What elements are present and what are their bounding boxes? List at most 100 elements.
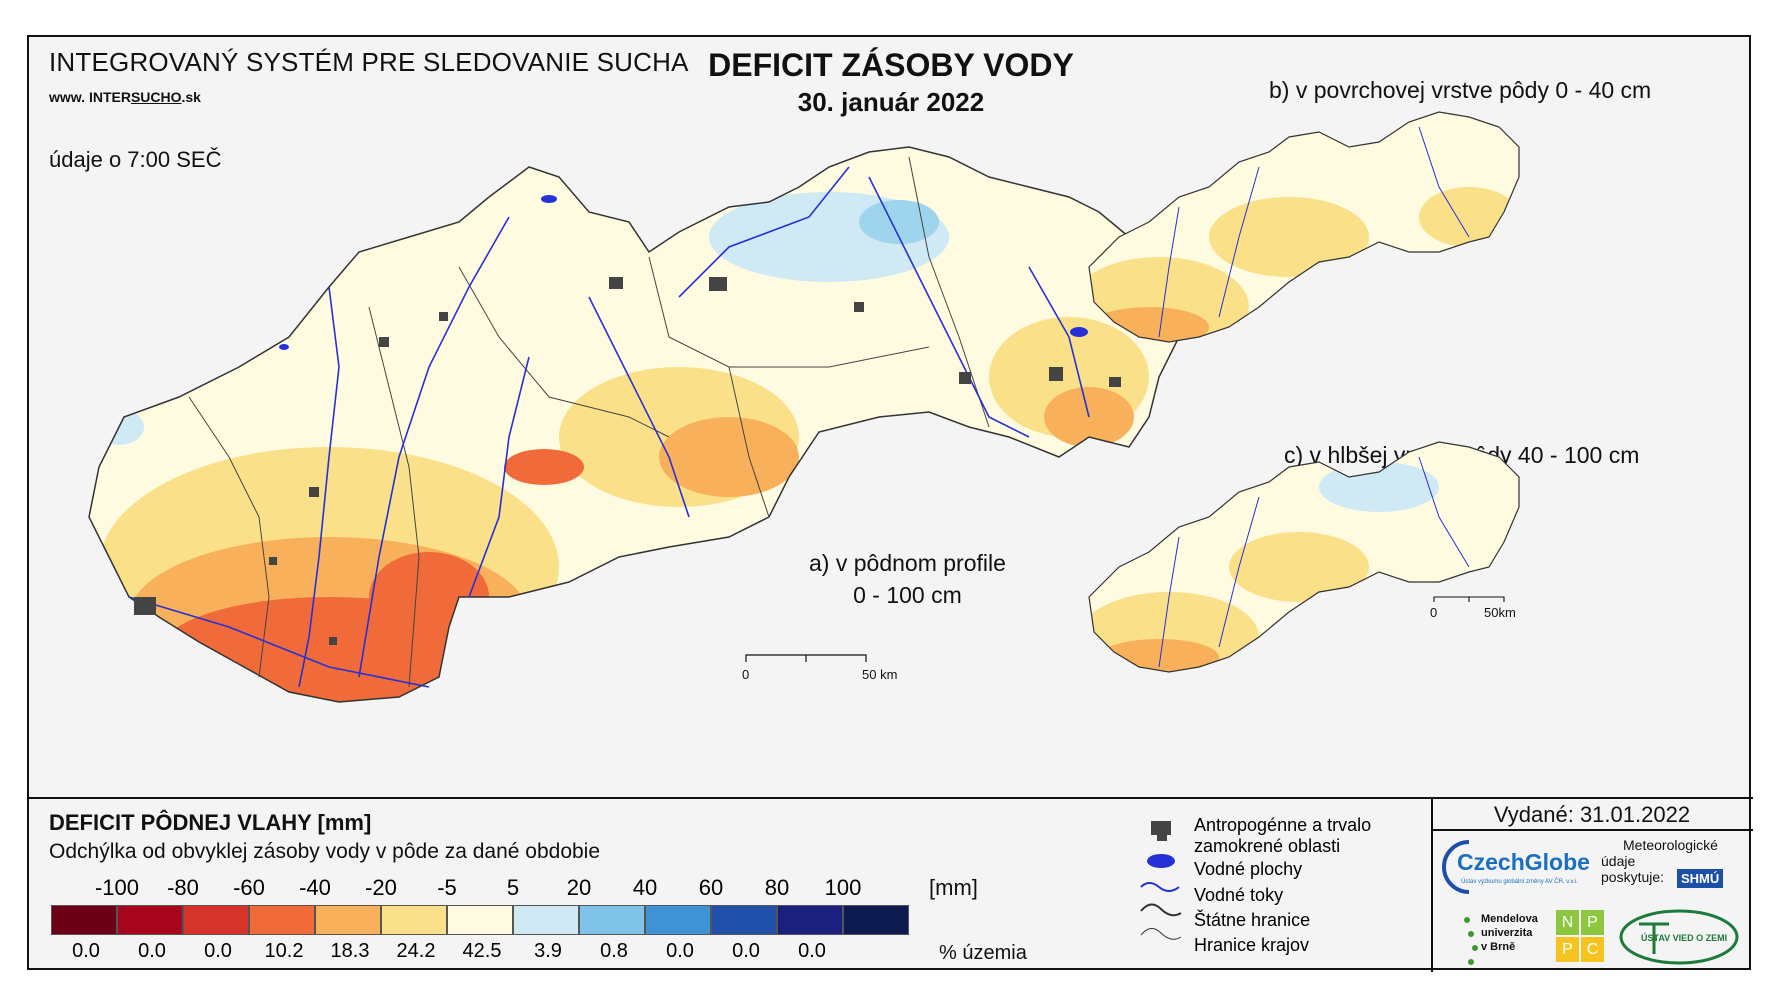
legend-percentage: 24.2 xyxy=(396,940,436,962)
met-line3: poskytuje: xyxy=(1601,869,1665,885)
legend-percentage: 18.3 xyxy=(330,940,370,962)
legend-percentage: 0.0 xyxy=(72,940,100,962)
rivers xyxy=(128,166,1090,688)
issued-underline xyxy=(1431,829,1753,831)
legend-percentage: 0.0 xyxy=(666,940,694,962)
uvz-logo: ÚSTAV VIED O ZEMI xyxy=(1619,909,1744,965)
legend-unit: [mm] xyxy=(929,875,978,900)
legend-tick: 20 xyxy=(566,875,592,900)
maps-svg xyxy=(88,111,1520,703)
panel-b-label: b) v povrchovej vrstve pôdy 0 - 40 cm xyxy=(1269,77,1652,103)
site-mid: INTER xyxy=(88,89,131,105)
legend-swatch xyxy=(249,905,315,935)
met-line2: údaje xyxy=(1601,853,1636,869)
legend-swatch xyxy=(843,905,909,935)
region-border-symbol xyxy=(1140,928,1182,940)
legend-swatch xyxy=(51,905,117,935)
nppc-p2: P xyxy=(1556,937,1579,962)
legend-anthropogenic-line2: zamokrené oblasti xyxy=(1194,836,1341,856)
mendel-text: Mendelova univerzita v Brně xyxy=(1481,912,1538,954)
mendel-dots-icon xyxy=(1464,917,1478,965)
map-frame: INTEGROVANÝ SYSTÉM PRE SLEDOVANIE SUCHA … xyxy=(27,35,1753,972)
legend-state-borders: Štátne hranice xyxy=(1194,910,1311,930)
map-date: 30. január 2022 xyxy=(797,87,985,117)
czechglobe-arc-icon xyxy=(1442,840,1470,894)
legend-tick: 40 xyxy=(632,875,658,900)
legend-tick: 80 xyxy=(764,875,790,900)
legend-anthropogenic-line1: Antropogénne a trvalo xyxy=(1194,815,1372,835)
czechglobe-logo: CzechGlobe Ústav výzkumu globální změny … xyxy=(1439,837,1594,907)
region-borders xyxy=(188,156,990,688)
panel-a-line2: 0 - 100 cm xyxy=(853,582,962,608)
water-bodies xyxy=(279,195,1088,350)
small-scale-zero: 0 xyxy=(1430,605,1438,620)
main-scale-max: 50 km xyxy=(862,667,898,682)
legend-swatch xyxy=(777,905,843,935)
legend-region-borders: Hranice krajov xyxy=(1194,935,1310,955)
panel-a-line1: a) v pôdnom profile xyxy=(809,550,1006,576)
legend-percentage: 0.0 xyxy=(798,940,826,962)
mendel-line3: v Brně xyxy=(1481,941,1516,953)
small-scale-max: 50km xyxy=(1484,605,1516,620)
legend-tick: -5 xyxy=(437,875,457,900)
map-legend-symbols xyxy=(1140,821,1182,940)
legend-title: DEFICIT PÔDNEJ VLAHY [mm] xyxy=(49,810,372,835)
anthropogenic-symbol xyxy=(1151,821,1171,841)
legend-percentage: 0.0 xyxy=(138,940,166,962)
legend-tick: -80 xyxy=(167,875,199,900)
legend-anthropogenic: Antropogénne a trvalo zamokrené oblasti xyxy=(1194,815,1371,857)
legend-percentage: 0.0 xyxy=(732,940,760,962)
river-symbol xyxy=(1140,882,1180,892)
legend-tick: -60 xyxy=(233,875,265,900)
legend-swatch xyxy=(645,905,711,935)
legend-percentage: 3.9 xyxy=(534,940,562,962)
legend-swatch xyxy=(711,905,777,935)
legend-swatch xyxy=(183,905,249,935)
legend-swatch xyxy=(579,905,645,935)
site-underlined: SUCHO xyxy=(130,89,182,105)
mendel-logo: Mendelova univerzita v Brně xyxy=(1459,912,1549,967)
panel-c-rivers xyxy=(1158,456,1470,668)
main-scale-zero: 0 xyxy=(742,667,750,682)
legend-tick: -100 xyxy=(94,875,140,900)
water-body-symbol xyxy=(1147,854,1175,868)
main-map xyxy=(88,146,1211,703)
legend-tick: 100 xyxy=(824,875,862,900)
panel-b-map xyxy=(1088,111,1520,343)
legend-swatch xyxy=(513,905,579,935)
legend-subtitle: Odchýlka od obvyklej zásoby vody v pôde … xyxy=(49,840,601,863)
legend-rivers: Vodné toky xyxy=(1194,885,1284,905)
nppc-c: C xyxy=(1581,937,1604,962)
panel-a-label: a) v pôdnom profile 0 - 100 cm xyxy=(809,547,1006,611)
legend-swatch xyxy=(117,905,183,935)
nppc-n: N xyxy=(1556,910,1579,935)
legend-percentage: 0.0 xyxy=(204,940,232,962)
panel-b-rivers xyxy=(1158,126,1470,338)
website-link[interactable]: www. INTERSUCHO.sk xyxy=(49,89,201,105)
system-title: INTEGROVANÝ SYSTÉM PRE SLEDOVANIE SUCHA xyxy=(49,47,689,77)
site-suffix: .sk xyxy=(181,89,201,105)
site-prefix: www. xyxy=(49,89,89,105)
mendel-line2: univerzita xyxy=(1481,927,1533,939)
legend-percentage: 42.5 xyxy=(462,940,502,962)
legend-tick: -40 xyxy=(299,875,331,900)
nppc-p1: P xyxy=(1581,910,1604,935)
legend-percentage: 10.2 xyxy=(264,940,304,962)
legend-water-bodies: Vodné plochy xyxy=(1194,859,1303,879)
small-scale-bar xyxy=(1433,596,1505,602)
czechglobe-text: CzechGlobe xyxy=(1457,849,1590,875)
issued-date: Vydané: 31.01.2022 xyxy=(1493,802,1691,827)
panel-c-map xyxy=(1088,441,1520,673)
map-title: DEFICIT ZÁSOBY VODY xyxy=(708,47,1074,83)
uvz-emblem-icon xyxy=(1619,909,1739,965)
legend-tick: 5 xyxy=(506,875,520,900)
legend-swatch xyxy=(447,905,513,935)
nppc-logo: N P P C xyxy=(1556,910,1604,962)
met-data-provider: Meteorologické údaje poskytuje: xyxy=(1601,837,1718,885)
shmu-logo: SHMÚ xyxy=(1677,869,1724,888)
legend-swatch xyxy=(315,905,381,935)
main-scale-bar xyxy=(745,654,867,662)
legend-tick: -20 xyxy=(365,875,397,900)
mendel-line1: Mendelova xyxy=(1481,913,1538,925)
percent-of-territory-label: % územia xyxy=(939,942,1027,964)
